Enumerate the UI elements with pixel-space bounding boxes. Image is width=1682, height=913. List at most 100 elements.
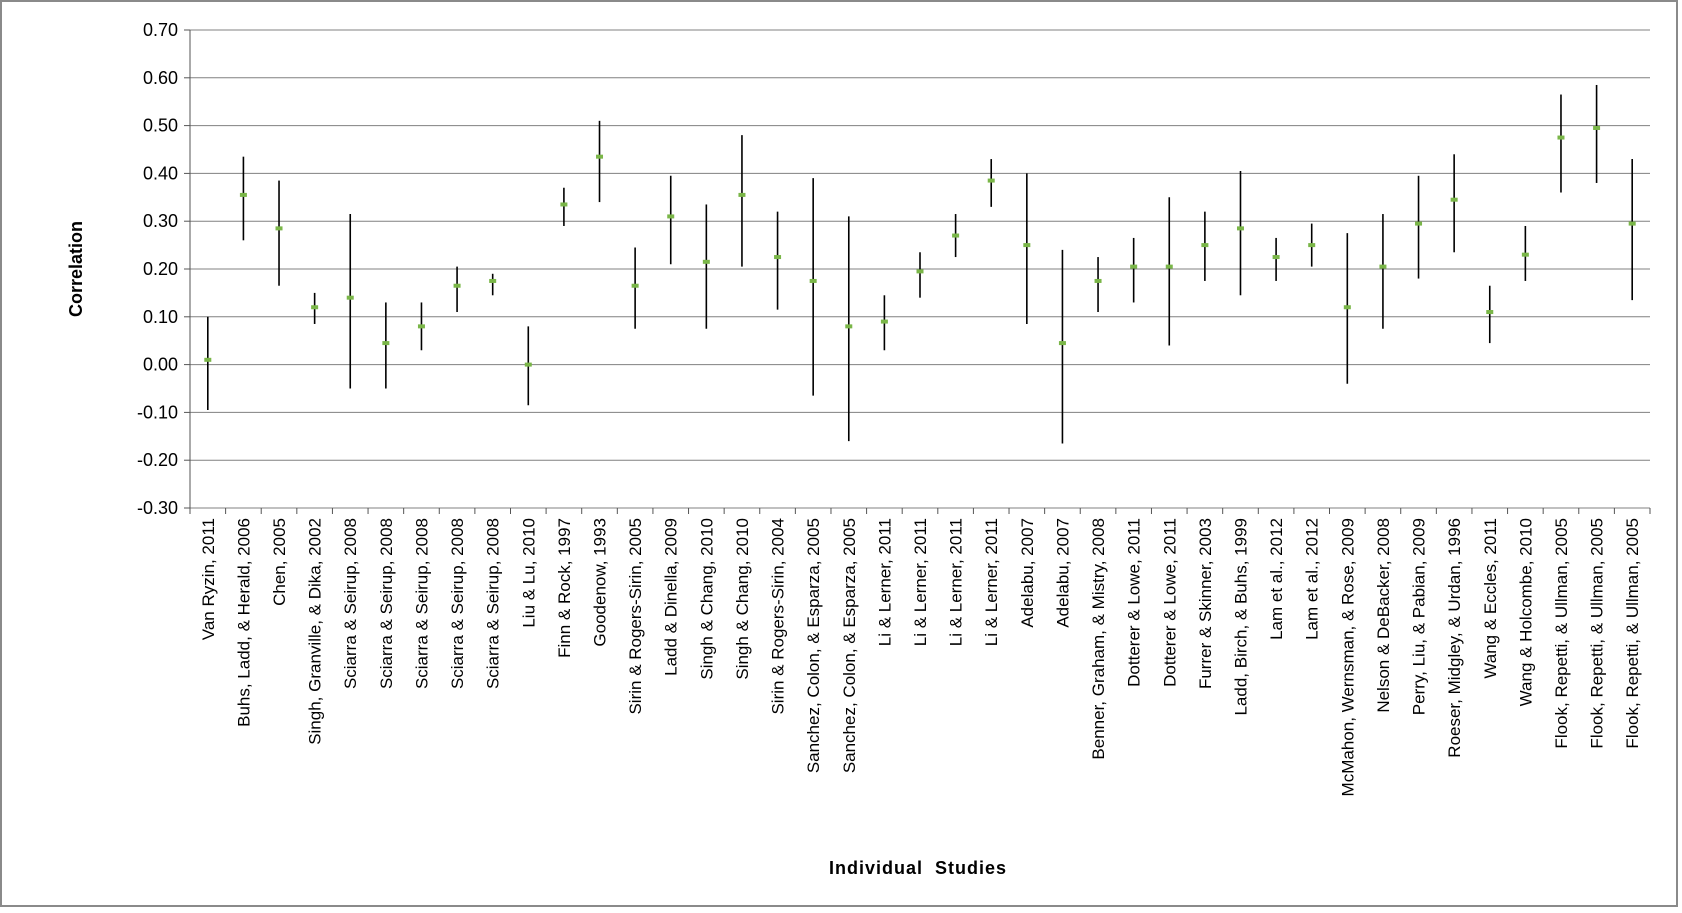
x-category-label: Li & Lerner, 2011	[911, 518, 930, 646]
point-estimate	[1308, 243, 1316, 248]
y-tick-label: 0.60	[143, 68, 178, 88]
x-axis-title: Individual Studies	[829, 858, 1007, 878]
x-category-label: Dotterer & Lowe, 2011	[1125, 518, 1144, 687]
point-estimate	[1023, 243, 1031, 248]
x-category-label: Sirin & Rogers-Sirin, 2005	[626, 518, 645, 715]
x-category-label: Singh, Granville, & Dika, 2002	[306, 518, 325, 745]
point-estimate	[204, 357, 212, 362]
y-tick-label: -0.20	[137, 450, 178, 470]
point-estimate	[1628, 221, 1636, 226]
point-estimate	[417, 324, 425, 329]
point-estimate	[1486, 310, 1494, 315]
x-category-label: Sciarra & Seirup, 2008	[377, 518, 396, 689]
point-estimate	[239, 192, 247, 197]
point-estimate	[667, 214, 675, 219]
point-estimate	[1557, 135, 1565, 140]
x-category-label: Wang & Holcombe, 2010	[1516, 518, 1535, 706]
x-category-label: Lam et al., 2012	[1267, 518, 1286, 640]
x-category-label: Sanchez, Colon, & Esparza, 2005	[804, 518, 823, 773]
x-category-label: Perry, Liu, & Pabian, 2009	[1410, 518, 1429, 715]
x-category-label: Finn & Rock, 1997	[555, 518, 574, 658]
point-estimate	[382, 341, 390, 346]
x-category-label: Adelabu, 2007	[1018, 518, 1037, 628]
point-estimate	[774, 255, 782, 260]
x-category-label: Sirin & Rogers-Sirin, 2004	[769, 518, 788, 715]
x-category-label: Wang & Eccles, 2011	[1481, 518, 1500, 679]
x-category-labels: Van Ryzin, 2011 Buhs, Ladd, & Herald, 200…	[199, 518, 1642, 796]
point-estimate	[987, 178, 995, 183]
error-bars	[207, 84, 1633, 444]
x-category-label: Sciarra & Seirup, 2008	[484, 518, 503, 689]
x-category-label: Flook, Repetti, & Ullman, 2005	[1552, 518, 1571, 749]
point-estimate	[702, 259, 710, 264]
point-estimates	[204, 125, 1636, 367]
x-category-label: Singh & Chang, 2010	[697, 518, 716, 680]
point-estimate	[453, 283, 461, 288]
y-tick-labels: -0.30 -0.20 -0.10 0.00 0.10 0.20 0.30 0.40 0.50 0…	[137, 20, 178, 518]
x-category-label: Li & Lerner, 2011	[947, 518, 966, 646]
point-estimate	[631, 283, 639, 288]
point-estimate	[916, 269, 924, 274]
point-estimate	[738, 192, 746, 197]
point-estimate	[560, 202, 568, 207]
point-estimate	[1343, 305, 1351, 310]
point-estimate	[1130, 264, 1138, 269]
y-tick-label: -0.30	[137, 498, 178, 518]
y-tick-label: 0.30	[143, 211, 178, 231]
point-estimate	[809, 278, 817, 283]
point-estimate	[1521, 252, 1529, 257]
x-category-label: Adelabu, 2007	[1053, 518, 1072, 628]
x-category-label: Dotterer & Lowe, 2011	[1160, 518, 1179, 687]
point-estimate	[1415, 221, 1423, 226]
y-tick-label: -0.10	[137, 402, 178, 422]
x-category-label: Ladd, Birch, & Buhs, 1999	[1231, 518, 1250, 716]
x-category-label: Nelson & DeBacker, 2008	[1374, 518, 1393, 713]
point-estimate	[1165, 264, 1173, 269]
point-estimate	[880, 319, 888, 324]
x-category-label: Furrer & Skinner, 2003	[1196, 518, 1215, 689]
point-estimate	[275, 226, 283, 231]
point-estimate	[311, 305, 319, 310]
x-category-label: Sanchez, Colon, & Esparza, 2005	[840, 518, 859, 773]
point-estimate	[1272, 255, 1280, 260]
point-estimate	[1094, 278, 1102, 283]
x-category-label: Van Ryzin, 2011	[199, 518, 218, 640]
point-estimate	[845, 324, 853, 329]
x-category-label: Flook, Repetti, & Ullman, 2005	[1588, 518, 1607, 749]
y-tick-label: 0.40	[143, 163, 178, 183]
x-category-label: McMahon, Wernsman, & Rose, 2009	[1338, 518, 1357, 796]
point-estimate	[489, 278, 497, 283]
y-tick-label: 0.10	[143, 307, 178, 327]
x-category-label: Chen, 2005	[270, 518, 289, 606]
x-category-label: Buhs, Ladd, & Herald, 2006	[234, 518, 253, 727]
y-tick-label: 0.20	[143, 259, 178, 279]
x-category-label: Sciarra & Seirup, 2008	[341, 518, 360, 689]
point-estimate	[1201, 243, 1209, 248]
point-estimate	[1058, 341, 1066, 346]
axes	[184, 29, 1651, 514]
point-estimate	[1379, 264, 1387, 269]
point-estimate	[346, 295, 354, 300]
x-category-label: Sciarra & Seirup, 2008	[412, 518, 431, 689]
point-estimate	[1450, 197, 1458, 202]
x-category-label: Flook, Repetti, & Ullman, 2005	[1623, 518, 1642, 749]
point-estimate	[596, 154, 604, 159]
point-estimate	[1236, 226, 1244, 231]
x-category-label: Li & Lerner, 2011	[875, 518, 894, 646]
x-category-label: Roeser, Midgley, & Urdan, 1996	[1445, 518, 1464, 758]
point-estimate	[1593, 125, 1601, 130]
x-category-label: Lam et al., 2012	[1303, 518, 1322, 640]
y-tick-label: 0.50	[143, 116, 178, 136]
y-axis-title: Correlation	[66, 221, 86, 317]
x-category-label: Singh & Chang, 2010	[733, 518, 752, 680]
x-category-label: Liu & Lu, 2010	[519, 518, 538, 628]
x-category-label: Sciarra & Seirup, 2008	[448, 518, 467, 689]
x-category-label: Benner, Graham, & Mistry, 2008	[1089, 518, 1108, 760]
point-estimate	[524, 362, 532, 367]
point-estimate	[952, 233, 960, 238]
x-category-label: Ladd & Dinella, 2009	[662, 518, 681, 676]
x-category-label: Li & Lerner, 2011	[982, 518, 1001, 646]
y-tick-label: 0.70	[143, 20, 178, 40]
